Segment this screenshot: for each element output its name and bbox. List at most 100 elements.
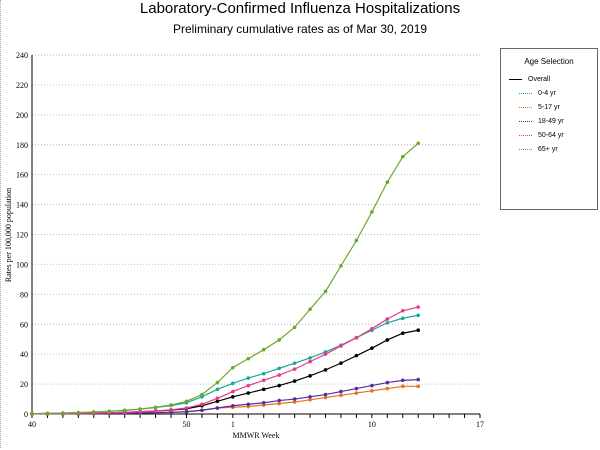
legend-label: 0-4 yr xyxy=(538,89,556,97)
data-point xyxy=(215,406,220,410)
data-point xyxy=(292,379,297,383)
y-axis-label: Rates per 100,000 population xyxy=(4,188,13,282)
data-point xyxy=(416,313,421,318)
data-point xyxy=(200,402,204,407)
y-tick-label: 80 xyxy=(20,290,28,299)
data-point xyxy=(231,381,235,386)
data-point xyxy=(246,376,251,380)
data-point xyxy=(215,387,220,392)
data-point xyxy=(339,344,343,348)
legend-label: 5-17 yr xyxy=(538,103,560,111)
legend-swatch xyxy=(519,120,532,122)
data-point xyxy=(200,392,204,397)
series-line xyxy=(31,385,419,415)
data-point xyxy=(169,403,173,407)
data-point xyxy=(184,406,189,410)
data-point xyxy=(308,359,312,364)
x-axis-label: MMWR Week xyxy=(233,431,280,440)
data-point xyxy=(416,328,421,333)
x-tick-label: 17 xyxy=(476,420,484,429)
x-tick-label: 40 xyxy=(28,420,36,429)
data-point xyxy=(261,387,266,392)
data-point xyxy=(354,238,359,243)
y-tick-label: 180 xyxy=(16,141,28,150)
data-point xyxy=(416,377,421,382)
data-point xyxy=(385,317,390,321)
y-tick-label: 20 xyxy=(20,380,28,389)
data-point xyxy=(400,331,405,336)
x-tick-label: 1 xyxy=(231,420,235,429)
data-point xyxy=(138,409,142,414)
data-point xyxy=(370,346,374,350)
data-point xyxy=(400,308,405,313)
legend-item[interactable]: 65+ yr xyxy=(501,142,597,156)
data-point xyxy=(200,408,204,413)
data-point xyxy=(354,386,359,391)
data-point xyxy=(323,368,328,372)
data-point xyxy=(370,210,374,214)
data-point xyxy=(45,411,50,416)
legend-item[interactable]: 0-4 yr xyxy=(501,86,597,100)
data-point xyxy=(215,399,220,404)
data-point xyxy=(354,335,359,340)
data-point xyxy=(400,378,405,383)
legend-title: Age Selection xyxy=(524,57,574,66)
data-point xyxy=(184,409,189,414)
data-point xyxy=(231,403,235,408)
data-point xyxy=(261,371,266,376)
data-point xyxy=(308,397,312,402)
series-line xyxy=(31,378,419,415)
data-point xyxy=(76,410,81,415)
x-tick-label: 50 xyxy=(182,420,190,429)
data-point xyxy=(61,411,65,415)
data-point xyxy=(323,289,328,294)
data-point xyxy=(231,389,235,394)
data-point xyxy=(246,383,251,388)
legend-item[interactable]: 5-17 yr xyxy=(501,100,597,114)
legend-item[interactable]: 50-64 yr xyxy=(501,128,597,142)
y-tick-label: 140 xyxy=(16,201,28,210)
data-point xyxy=(91,410,96,414)
data-point xyxy=(370,389,374,393)
legend: Age Selection Overall 0-4 yr 5-17 yr 18-49 … xyxy=(500,48,598,210)
data-point xyxy=(370,383,374,388)
data-point xyxy=(400,154,405,159)
data-point xyxy=(416,305,421,309)
data-point xyxy=(416,141,421,146)
y-tick-label: 240 xyxy=(16,51,28,60)
y-tick-label: 120 xyxy=(16,231,28,240)
data-point xyxy=(292,367,297,371)
series-line xyxy=(31,329,419,415)
data-point xyxy=(261,378,266,383)
data-point xyxy=(323,395,328,400)
data-point xyxy=(416,384,421,389)
data-point xyxy=(339,389,343,394)
data-point xyxy=(169,408,173,412)
data-point xyxy=(215,380,220,385)
data-point xyxy=(261,400,266,405)
y-tick-label: 40 xyxy=(20,350,28,359)
legend-swatch xyxy=(509,78,522,80)
data-point xyxy=(308,307,312,312)
data-point xyxy=(277,338,281,342)
legend-item[interactable]: Overall xyxy=(501,72,597,86)
data-point xyxy=(354,391,359,395)
legend-item[interactable]: 18-49 yr xyxy=(501,114,597,128)
data-point xyxy=(277,383,281,388)
y-tick-label: 220 xyxy=(16,81,28,90)
data-point xyxy=(231,365,235,370)
data-point xyxy=(277,373,281,377)
data-point xyxy=(385,380,390,385)
legend-label: 18-49 yr xyxy=(538,117,564,125)
data-point xyxy=(354,353,359,358)
data-point xyxy=(277,401,281,406)
series-line xyxy=(31,306,419,415)
data-point xyxy=(184,399,189,404)
y-tick-label: 200 xyxy=(16,111,28,120)
data-point xyxy=(308,356,312,360)
y-tick-label: 60 xyxy=(20,320,28,329)
data-point xyxy=(385,386,390,391)
data-point xyxy=(339,361,343,365)
